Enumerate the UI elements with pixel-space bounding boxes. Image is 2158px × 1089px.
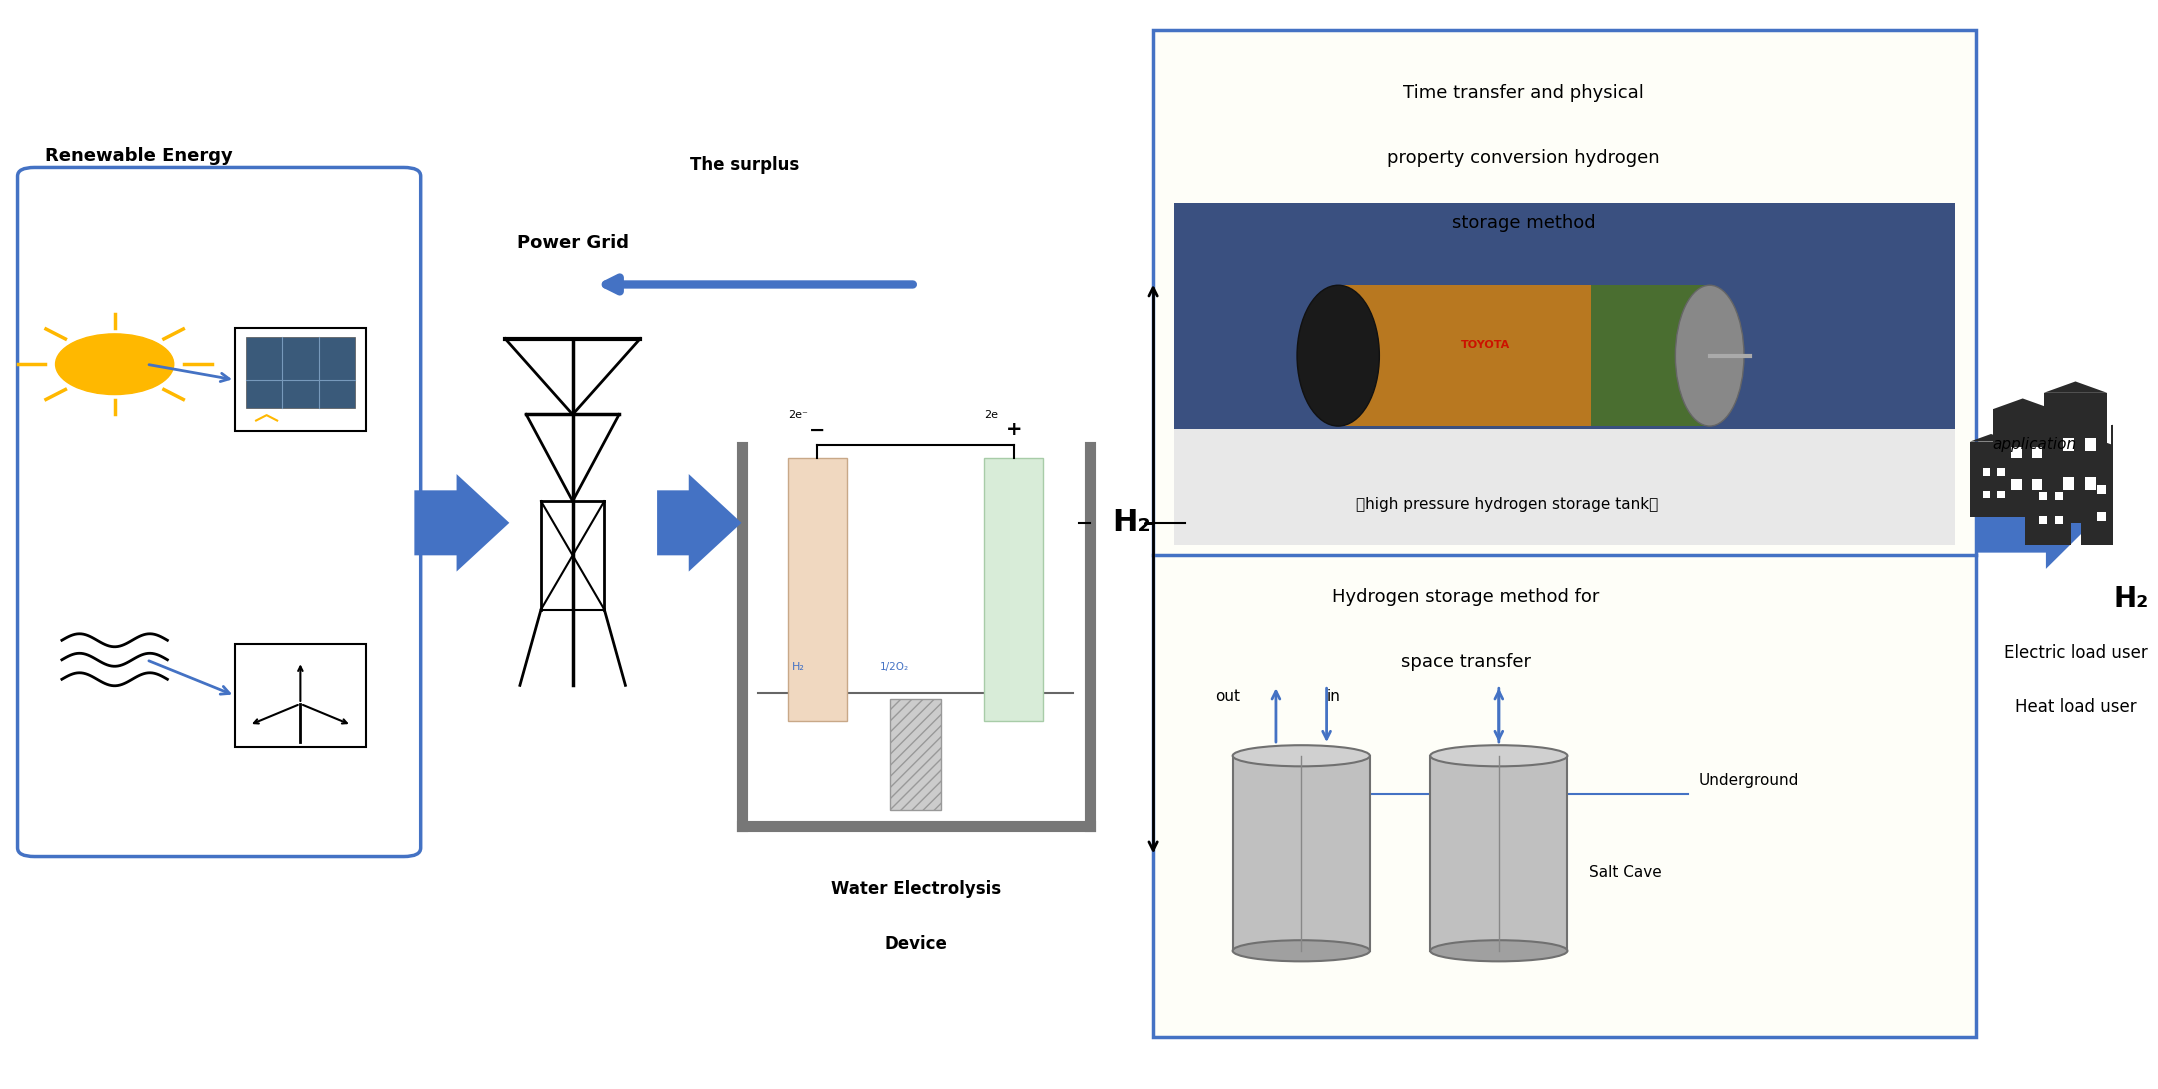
Bar bbox=[1174, 429, 1955, 544]
Polygon shape bbox=[1977, 477, 2093, 568]
Polygon shape bbox=[2080, 443, 2134, 452]
Text: Heat load user: Heat load user bbox=[2016, 698, 2136, 715]
Text: space transfer: space transfer bbox=[1401, 652, 1530, 671]
Bar bbox=[2080, 452, 2134, 544]
Ellipse shape bbox=[1675, 285, 1744, 426]
Bar bbox=[235, 645, 367, 747]
Bar bbox=[2063, 438, 2074, 451]
Bar bbox=[2039, 516, 2048, 524]
Bar bbox=[2044, 393, 2106, 523]
Text: Salt Cave: Salt Cave bbox=[1588, 866, 1662, 880]
Text: in: in bbox=[1327, 688, 1340, 703]
Bar bbox=[2115, 485, 2123, 493]
Bar bbox=[2085, 438, 2095, 451]
FancyBboxPatch shape bbox=[1152, 29, 1977, 1038]
Ellipse shape bbox=[1232, 940, 1370, 962]
Bar bbox=[2024, 463, 2072, 544]
Text: TOYOTA: TOYOTA bbox=[1461, 340, 1511, 350]
Bar bbox=[2126, 481, 2134, 490]
Bar bbox=[788, 457, 848, 721]
Text: out: out bbox=[1215, 688, 1241, 703]
Bar bbox=[1338, 285, 1677, 426]
Text: 2e: 2e bbox=[984, 409, 999, 420]
Text: Electric load user: Electric load user bbox=[2003, 644, 2147, 662]
Polygon shape bbox=[1970, 435, 2011, 441]
Bar bbox=[2031, 446, 2041, 457]
Polygon shape bbox=[2024, 455, 2072, 463]
Polygon shape bbox=[414, 474, 509, 572]
Text: Device: Device bbox=[885, 934, 947, 953]
Text: Time transfer and physical: Time transfer and physical bbox=[1403, 84, 1644, 102]
Circle shape bbox=[56, 334, 175, 394]
Ellipse shape bbox=[1232, 745, 1370, 767]
Bar bbox=[1983, 491, 1990, 499]
Bar bbox=[1983, 468, 1990, 476]
Text: The surplus: The surplus bbox=[691, 157, 798, 174]
Bar bbox=[2011, 446, 2022, 457]
Bar bbox=[235, 329, 367, 431]
Bar bbox=[2054, 516, 2063, 524]
Bar bbox=[1970, 441, 2011, 517]
Text: Water Electrolysis: Water Electrolysis bbox=[831, 880, 1001, 898]
Text: +: + bbox=[1006, 420, 1023, 439]
Bar bbox=[2098, 485, 2106, 493]
Text: Underground: Underground bbox=[1698, 773, 1800, 788]
Bar bbox=[2141, 481, 2149, 490]
Bar bbox=[2063, 477, 2074, 490]
Text: −: − bbox=[809, 420, 827, 439]
Text: Renewable Energy: Renewable Energy bbox=[45, 147, 233, 166]
Text: application: application bbox=[1992, 438, 2076, 452]
Text: H₂: H₂ bbox=[1114, 509, 1152, 537]
Bar bbox=[1232, 756, 1370, 951]
Bar bbox=[1998, 491, 2005, 499]
Polygon shape bbox=[1994, 399, 2052, 409]
Bar bbox=[2141, 455, 2149, 464]
Bar bbox=[2098, 512, 2106, 522]
Bar bbox=[1431, 756, 1567, 951]
Bar bbox=[1994, 409, 2052, 517]
Text: 1/2O₂: 1/2O₂ bbox=[880, 662, 909, 672]
Bar bbox=[891, 699, 941, 810]
Bar bbox=[2039, 491, 2048, 500]
Bar bbox=[2011, 479, 2022, 490]
Bar bbox=[2126, 455, 2134, 464]
Bar bbox=[2031, 479, 2041, 490]
Polygon shape bbox=[2111, 417, 2158, 426]
Bar bbox=[757, 449, 1073, 818]
Bar bbox=[1998, 468, 2005, 476]
Bar bbox=[2111, 426, 2158, 512]
Text: 2e⁻: 2e⁻ bbox=[788, 409, 807, 420]
Text: H₂: H₂ bbox=[2113, 585, 2149, 613]
Text: （high pressure hydrogen storage tank）: （high pressure hydrogen storage tank） bbox=[1355, 497, 1657, 512]
Bar bbox=[2085, 477, 2095, 490]
Bar bbox=[246, 338, 356, 407]
Ellipse shape bbox=[1431, 745, 1567, 767]
Bar bbox=[1174, 203, 1955, 544]
Bar bbox=[984, 457, 1042, 721]
Text: Power Grid: Power Grid bbox=[516, 234, 628, 252]
Bar bbox=[2054, 491, 2063, 500]
Bar bbox=[1590, 285, 1709, 426]
Text: property conversion hydrogen: property conversion hydrogen bbox=[1388, 149, 1660, 167]
Bar bbox=[2115, 512, 2123, 522]
Polygon shape bbox=[656, 474, 742, 572]
Ellipse shape bbox=[1431, 940, 1567, 962]
FancyBboxPatch shape bbox=[17, 168, 421, 857]
Polygon shape bbox=[2044, 381, 2106, 393]
Text: Hydrogen storage method for: Hydrogen storage method for bbox=[1331, 588, 1599, 605]
Text: H₂: H₂ bbox=[792, 662, 805, 672]
Ellipse shape bbox=[1297, 285, 1379, 426]
Text: storage method: storage method bbox=[1452, 215, 1595, 232]
